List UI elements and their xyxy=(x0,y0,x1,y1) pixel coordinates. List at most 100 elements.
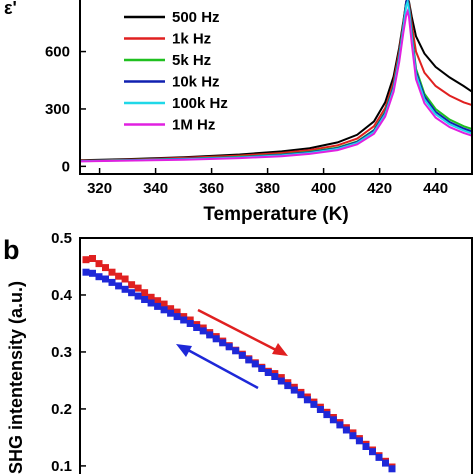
panel-b-point-1-22 xyxy=(225,343,233,351)
panel-b-blue-arrowhead xyxy=(176,344,192,357)
panel-b-point-0-1 xyxy=(89,255,96,262)
panel-a-dielectric-chart: 320 340 360 380 400 420 440 0 300 600 ε' Tempera… xyxy=(4,0,473,225)
panel-b-point-1-34 xyxy=(303,396,311,404)
panel-b-y-tick-label-0: 0.1 xyxy=(51,458,72,474)
panel-a-series-line-5 xyxy=(79,7,473,163)
panel-b-blue-arrow xyxy=(187,348,259,390)
panel-b-arrows xyxy=(176,308,288,390)
panel-a-x-tick-label-0: 320 xyxy=(87,180,112,197)
panel-b-point-0-11 xyxy=(154,297,162,305)
panel-b-point-1-46 xyxy=(382,459,389,467)
panel-b-point-0-7 xyxy=(128,281,136,289)
panel-b-point-1-30 xyxy=(277,377,285,385)
panel-b-point-1-13 xyxy=(167,309,175,317)
panel-b-point-1-37 xyxy=(323,411,331,419)
panel-a-y-tick-label-0: 0 xyxy=(62,158,70,175)
panel-b-point-1-17 xyxy=(193,324,201,331)
panel-b-point-1-10 xyxy=(147,299,155,307)
panel-b-point-1-15 xyxy=(180,316,188,324)
panel-b-point-1-27 xyxy=(258,365,266,372)
panel-b-y-axis-label: SHG intentensity (a.u.) xyxy=(6,281,26,474)
panel-b-point-1-45 xyxy=(375,453,383,461)
panel-b-series-line-1 xyxy=(85,271,393,470)
panel-b-point-1-38 xyxy=(329,416,337,424)
panel-b-point-1-23 xyxy=(232,347,240,355)
panel-a-series-line-0 xyxy=(79,0,473,162)
panel-b-point-1-21 xyxy=(219,339,227,347)
panel-b-point-1-12 xyxy=(160,306,168,314)
panel-b-point-1-28 xyxy=(264,369,272,376)
legend-label-5: 1M Hz xyxy=(172,117,215,134)
panel-a-x-tick-label-3: 380 xyxy=(255,180,280,197)
panel-b-point-1-39 xyxy=(336,421,344,429)
panel-b-point-1-18 xyxy=(199,327,207,335)
panel-b-point-1-6 xyxy=(121,285,129,293)
panel-b-point-0-4 xyxy=(108,268,116,276)
panel-b-point-1-32 xyxy=(290,386,298,394)
panel-b-point-1-40 xyxy=(342,426,350,434)
panel-b-point-1-29 xyxy=(271,373,279,380)
panel-b-y-tick-label-1: 0.2 xyxy=(51,401,72,418)
panel-b-shg-chart: b 0.1 0.2 0.3 0.4 0.5 SHG intentensity (a.u.… xyxy=(3,230,473,474)
panel-b-plot-frame xyxy=(79,237,473,474)
panel-b-point-0-0 xyxy=(82,256,90,264)
panel-a-x-tick-label-2: 360 xyxy=(199,180,224,197)
panel-b-point-1-5 xyxy=(115,282,123,290)
panel-b-point-0-5 xyxy=(115,272,123,280)
panel-a-y-tick-label-1: 300 xyxy=(45,101,70,118)
panel-a-plot-frame xyxy=(79,0,473,175)
panel-a-y-ticks: 0 300 600 xyxy=(45,44,86,175)
panel-b-y-tick-label-2: 0.3 xyxy=(51,344,72,361)
legend-label-0: 500 Hz xyxy=(172,9,220,26)
panel-b-point-1-14 xyxy=(173,313,181,321)
panel-b-series xyxy=(82,255,396,473)
panel-a-legend: 500 Hz 1k Hz 5k Hz 10k Hz 100k Hz 1M Hz xyxy=(124,9,228,134)
panel-b-point-1-24 xyxy=(238,351,246,359)
panel-a-x-tick-label-6: 440 xyxy=(423,180,448,197)
panel-b-point-1-20 xyxy=(212,335,220,343)
panel-b-point-1-26 xyxy=(251,360,259,368)
panel-b-red-arrowhead xyxy=(272,343,288,356)
panel-b-point-1-7 xyxy=(128,289,136,297)
panel-a-y-axis-label: ε' xyxy=(4,0,17,18)
panel-a-y-tick-label-2: 600 xyxy=(45,44,70,61)
panel-b-y-tick-label-3: 0.4 xyxy=(51,287,73,304)
panel-b-point-1-2 xyxy=(95,273,103,281)
legend-label-1: 1k Hz xyxy=(172,31,211,48)
panel-b-point-1-47 xyxy=(388,465,396,473)
panel-a-x-ticks: 320 340 360 380 400 420 440 xyxy=(87,168,448,197)
panel-b-point-1-43 xyxy=(362,443,370,450)
panel-b-point-1-1 xyxy=(89,269,96,277)
panel-a-x-tick-label-5: 420 xyxy=(367,180,392,197)
legend-label-4: 100k Hz xyxy=(172,95,228,112)
legend-label-2: 5k Hz xyxy=(172,52,211,69)
panel-b-red-arrow xyxy=(197,308,277,352)
panel-b-point-0-8 xyxy=(134,284,142,292)
panel-b-point-0-6 xyxy=(121,275,129,283)
panel-b-point-1-31 xyxy=(284,382,292,390)
panel-b-point-1-33 xyxy=(297,391,305,399)
panel-a-x-axis-label: Temperature (K) xyxy=(203,204,348,225)
panel-b-point-1-3 xyxy=(102,275,109,283)
panel-a-curves xyxy=(79,0,473,163)
panel-b-point-1-35 xyxy=(310,400,318,408)
panel-b-y-ticks: 0.1 0.2 0.3 0.4 0.5 xyxy=(51,230,86,474)
panel-b-point-1-16 xyxy=(186,320,194,327)
panel-a-x-tick-label-1: 340 xyxy=(143,180,168,197)
legend-label-3: 10k Hz xyxy=(172,74,220,91)
panel-b-point-1-9 xyxy=(141,296,149,303)
panel-b-point-1-42 xyxy=(355,437,363,445)
panel-b-point-0-10 xyxy=(147,293,155,301)
panel-b-label: b xyxy=(3,235,20,265)
panel-b-point-0-13 xyxy=(167,305,175,313)
panel-b-point-1-41 xyxy=(349,432,357,440)
panel-b-point-1-4 xyxy=(108,278,116,286)
panel-a-x-tick-label-4: 400 xyxy=(311,180,336,197)
panel-b-point-0-2 xyxy=(95,260,103,268)
panel-b-point-1-25 xyxy=(245,356,253,364)
panel-b-point-0-9 xyxy=(141,289,149,297)
panel-b-point-0-12 xyxy=(160,300,168,308)
panel-b-y-tick-label-4: 0.5 xyxy=(51,230,72,247)
panel-b-point-1-19 xyxy=(206,331,214,339)
panel-b-point-0-3 xyxy=(102,264,109,272)
